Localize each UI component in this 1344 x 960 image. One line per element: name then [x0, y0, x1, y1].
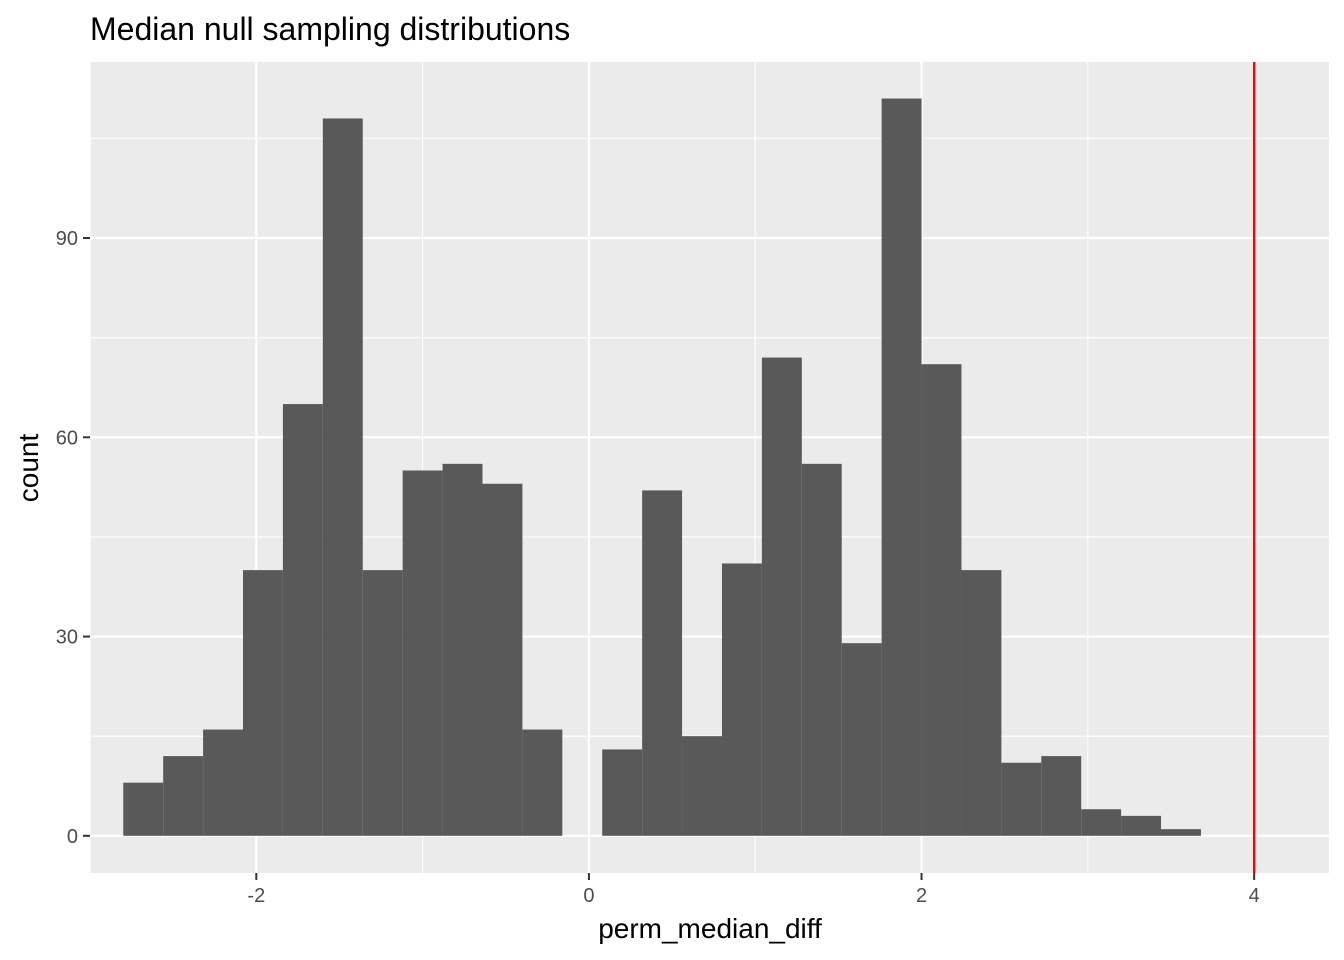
x-tick-label: 2	[916, 885, 927, 907]
y-axis-title: count	[13, 434, 44, 503]
histogram-bar	[1001, 762, 1042, 836]
x-axis-title: perm_median_diff	[598, 913, 822, 944]
histogram-bar	[1121, 815, 1162, 836]
histogram-bar	[642, 490, 683, 836]
histogram-bar	[682, 736, 722, 836]
histogram-bar	[163, 756, 204, 836]
histogram-bar	[402, 470, 443, 836]
histogram-bar	[1041, 756, 1082, 836]
histogram-bar	[881, 98, 922, 836]
histogram-bar	[123, 782, 164, 836]
y-tick-label: 30	[56, 627, 78, 649]
y-tick-label: 0	[67, 826, 78, 848]
histogram-bar	[282, 404, 323, 836]
histogram-bar	[721, 563, 762, 836]
y-tick-label: 60	[56, 427, 78, 449]
histogram-bar	[442, 463, 483, 836]
histogram-bar	[203, 729, 244, 836]
chart-title: Median null sampling distributions	[90, 11, 570, 47]
histogram-bar	[801, 463, 842, 836]
x-axis: -2 0 2 4	[247, 873, 1260, 907]
y-axis: 0 30 60 90	[56, 228, 90, 848]
minor-gridlines	[89, 62, 1329, 873]
x-tick-label: 0	[583, 885, 594, 907]
histogram-bar	[961, 570, 1002, 836]
x-tick-label: -2	[247, 885, 265, 907]
histogram-bars	[123, 98, 1201, 836]
histogram-bar	[243, 570, 283, 836]
histogram-bar	[921, 364, 962, 836]
histogram-bar	[1161, 829, 1201, 836]
x-tick-label: 4	[1249, 885, 1260, 907]
histogram-bar	[1081, 809, 1122, 836]
histogram-bar	[362, 570, 403, 836]
histogram-bar	[602, 749, 643, 836]
histogram-bar	[482, 483, 523, 836]
histogram-bar	[522, 729, 563, 836]
histogram-bar	[761, 357, 802, 836]
histogram-bar	[841, 643, 882, 836]
histogram-bar	[322, 118, 363, 836]
y-tick-label: 90	[56, 228, 78, 250]
